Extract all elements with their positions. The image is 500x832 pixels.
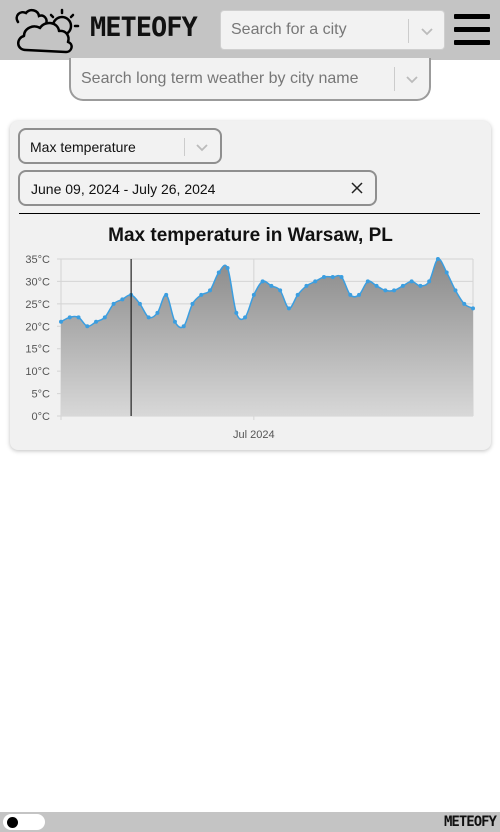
date-range-field[interactable]: June 09, 2024 - July 26, 2024 [18,170,377,206]
data-point[interactable] [357,292,362,297]
data-point[interactable] [330,274,335,279]
data-point[interactable] [146,315,151,320]
city-search-box[interactable] [220,10,445,50]
footer: METEOFY [0,812,500,832]
footer-logo[interactable]: METEOFY [443,814,497,830]
y-tick-label: 10°C [25,366,50,378]
y-tick-label: 5°C [32,389,51,401]
weather-card: Max temperature June 09, 2024 - July 26,… [10,121,491,450]
data-point[interactable] [400,283,405,288]
date-range-value: June 09, 2024 - July 26, 2024 [31,181,216,197]
data-point[interactable] [409,279,414,284]
y-tick-label: 35°C [25,254,50,266]
y-tick-label: 30°C [25,276,50,288]
data-point[interactable] [102,315,107,320]
data-point[interactable] [278,288,283,293]
data-point[interactable] [471,306,475,311]
data-point[interactable] [321,274,326,279]
data-point[interactable] [111,301,116,306]
data-point[interactable] [164,292,169,297]
data-point[interactable] [339,274,344,279]
data-point[interactable] [269,283,274,288]
y-tick-label: 20°C [25,321,50,333]
long-term-search-input[interactable] [71,58,391,99]
data-point[interactable] [444,270,449,275]
data-point[interactable] [234,310,239,315]
data-point[interactable] [260,279,265,284]
cloud-sun-icon[interactable] [12,6,88,56]
data-point[interactable] [286,306,291,311]
data-point[interactable] [190,301,195,306]
data-point[interactable] [199,292,204,297]
data-point[interactable] [251,292,256,297]
data-point[interactable] [365,279,370,284]
temperature-chart[interactable]: 0°C 5°C 10°C 15°C 20°C 25°C 30°C 35°C Jul 2024 [10,249,491,444]
data-point[interactable] [225,265,230,270]
chevron-down-icon[interactable] [404,71,420,87]
data-point[interactable] [120,297,125,302]
data-point[interactable] [155,310,160,315]
x-tick-label: Jul 2024 [233,429,275,441]
data-point[interactable] [374,283,379,288]
data-point[interactable] [243,315,248,320]
data-point[interactable] [181,324,186,329]
data-point[interactable] [304,283,309,288]
long-term-search-box[interactable] [69,58,431,101]
data-point[interactable] [295,292,300,297]
data-point[interactable] [348,292,353,297]
data-point[interactable] [216,270,221,275]
metric-select-separator [184,138,185,156]
clear-icon[interactable] [351,182,363,194]
data-point[interactable] [453,288,458,293]
y-tick-label: 0°C [32,411,51,423]
long-search-separator [394,67,395,91]
data-point[interactable] [208,288,213,293]
y-tick-label: 25°C [25,299,50,311]
data-point[interactable] [427,279,432,284]
data-point[interactable] [76,315,81,320]
header: METEOFY [0,0,500,60]
metric-select-value: Max temperature [30,139,136,155]
data-point[interactable] [59,319,63,324]
data-point[interactable] [418,283,423,288]
chevron-down-icon[interactable] [194,139,210,155]
data-point[interactable] [313,279,318,284]
divider [19,213,480,214]
theme-toggle[interactable] [3,814,45,830]
data-point[interactable] [67,315,72,320]
data-point[interactable] [172,319,177,324]
data-point[interactable] [85,324,90,329]
data-point[interactable] [392,288,397,293]
theme-toggle-knob[interactable] [7,817,18,828]
data-point[interactable] [383,288,388,293]
chart-title: Max temperature in Warsaw, PL [108,225,393,246]
city-search-input[interactable] [221,11,406,49]
data-point[interactable] [137,301,142,306]
data-point[interactable] [462,301,467,306]
data-point[interactable] [94,319,99,324]
data-point[interactable] [435,257,440,261]
y-tick-label: 15°C [25,344,50,356]
chevron-down-icon[interactable] [419,23,435,39]
logo-text[interactable]: METEOFY [90,12,198,43]
city-search-separator [408,19,409,43]
metric-select[interactable]: Max temperature [18,128,222,164]
hamburger-menu-icon[interactable] [454,13,490,47]
